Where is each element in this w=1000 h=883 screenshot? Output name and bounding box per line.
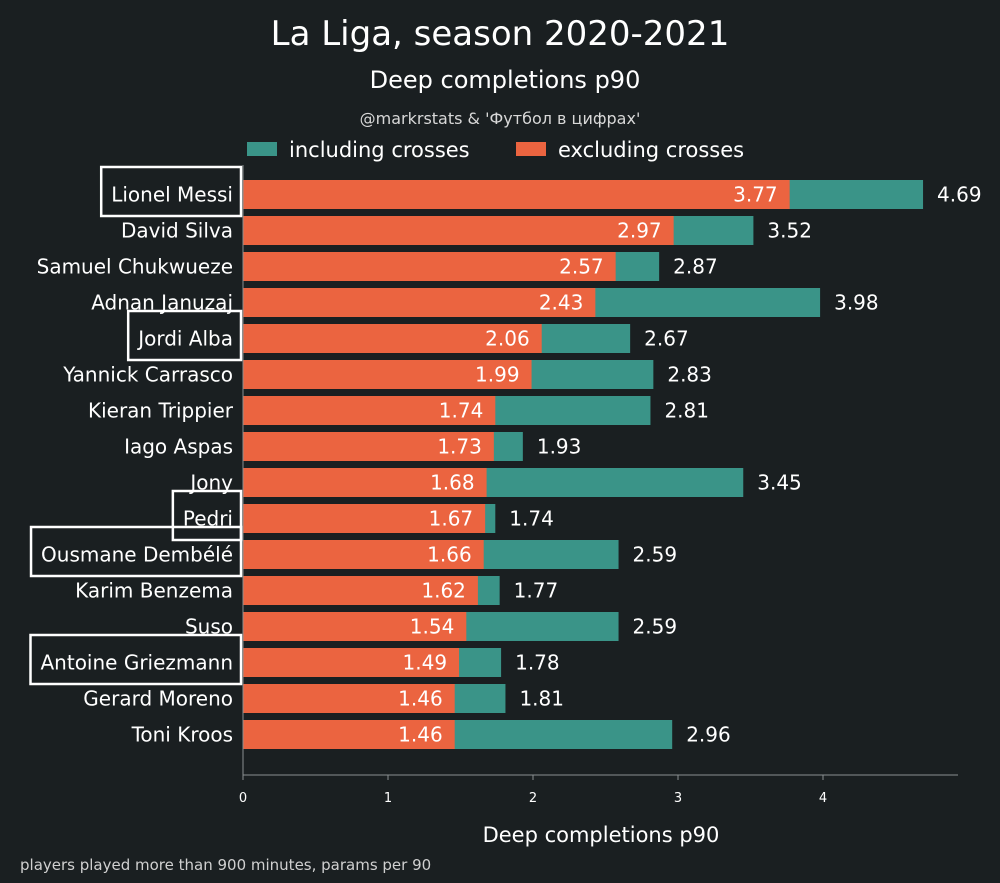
- value-label-including: 1.78: [515, 651, 560, 675]
- value-label-including: 3.98: [834, 291, 879, 315]
- bar-excluding-david-silva: [243, 216, 674, 245]
- legend: including crosses excluding crosses: [247, 138, 744, 162]
- chart-credit: @markrstats & 'Футбол в цифрах': [360, 109, 641, 128]
- bar-excluding-kieran-trippier: [243, 396, 496, 425]
- value-label-including: 1.77: [514, 579, 559, 603]
- bar-excluding-lionel-messi: [243, 180, 790, 209]
- value-label-including: 2.59: [633, 543, 678, 567]
- value-label-including: 1.93: [537, 435, 582, 459]
- bar-excluding-jony: [243, 468, 487, 497]
- chart-subtitle: Deep completions p90: [370, 66, 641, 94]
- bar-excluding-suso: [243, 612, 467, 641]
- legend-label-including: including crosses: [289, 138, 470, 162]
- category-label: David Silva: [121, 219, 233, 243]
- value-label-excluding: 1.67: [429, 507, 474, 531]
- legend-swatch-excluding: [516, 142, 546, 156]
- value-label-including: 1.74: [509, 507, 554, 531]
- legend-swatch-including: [247, 142, 277, 156]
- x-axis-label: Deep completions p90: [483, 823, 720, 847]
- value-label-excluding: 1.62: [421, 579, 466, 603]
- value-label-excluding: 1.46: [398, 723, 443, 747]
- value-label-excluding: 3.77: [733, 183, 778, 207]
- value-label-including: 2.59: [633, 615, 678, 639]
- highlight-box: [126, 309, 243, 362]
- category-label: Karim Benzema: [75, 579, 233, 603]
- value-label-including: 2.96: [686, 723, 731, 747]
- x-tick-label: 3: [674, 791, 682, 806]
- value-label-excluding: 1.66: [427, 543, 472, 567]
- value-label-including: 3.45: [757, 471, 802, 495]
- bar-excluding-jordi-alba: [243, 324, 542, 353]
- x-tick-label: 4: [819, 791, 827, 806]
- value-label-including: 2.83: [667, 363, 712, 387]
- footnote: players played more than 900 minutes, pa…: [20, 856, 431, 874]
- bar-excluding-ousmane-dembele: [243, 540, 484, 569]
- bar-excluding-gerard-moreno: [243, 684, 455, 713]
- category-label: Yannick Carrasco: [62, 363, 233, 387]
- highlight-box: [171, 489, 243, 542]
- category-label: Lionel Messi: [111, 183, 233, 207]
- bar-excluding-pedri: [243, 504, 486, 533]
- highlight-box: [29, 525, 243, 578]
- bar-excluding-adnan-januzaj: [243, 288, 596, 317]
- chart-title: La Liga, season 2020-2021: [271, 14, 730, 54]
- value-label-excluding: 1.73: [437, 435, 482, 459]
- x-tick-label: 0: [239, 791, 247, 806]
- bar-excluding-yannick-carrasco: [243, 360, 532, 389]
- highlight-box: [29, 633, 243, 686]
- value-label-excluding: 1.68: [430, 471, 475, 495]
- bar-excluding-iago-aspas: [243, 432, 494, 461]
- value-label-including: 2.81: [664, 399, 709, 423]
- bar-excluding-karim-benzema: [243, 576, 478, 605]
- category-labels: Lionel Messi David Silva Samuel Chukwueze A…: [29, 165, 243, 747]
- value-label-excluding: 2.57: [559, 255, 604, 279]
- legend-label-excluding: excluding crosses: [558, 138, 744, 162]
- value-label-excluding: 2.97: [617, 219, 662, 243]
- x-tick-label: 2: [529, 791, 537, 806]
- value-label-including: 4.69: [937, 183, 982, 207]
- category-label: Jordi Alba: [136, 327, 233, 351]
- value-label-excluding: 1.74: [439, 399, 484, 423]
- value-label-including: 3.52: [767, 219, 812, 243]
- category-label: Ousmane Dembélé: [41, 543, 233, 567]
- category-label: Toni Kroos: [131, 723, 233, 747]
- value-label-including: 2.87: [673, 255, 718, 279]
- x-axis: 0 1 2 3 4: [239, 165, 958, 806]
- category-label: Antoine Griezmann: [41, 651, 234, 675]
- value-label-excluding: 1.99: [475, 363, 520, 387]
- value-label-excluding: 2.06: [485, 327, 530, 351]
- x-tick-label: 1: [384, 791, 392, 806]
- value-label-including: 1.81: [519, 687, 564, 711]
- bars: 3.77 4.69 2.97 3.52 2.57 2.87 2.43 3.98 2.06 2.67…: [243, 180, 982, 749]
- value-label-excluding: 1.49: [403, 651, 448, 675]
- value-label-excluding: 1.54: [410, 615, 455, 639]
- highlight-box: [99, 165, 243, 218]
- value-label-excluding: 2.43: [539, 291, 584, 315]
- category-label: Samuel Chukwueze: [37, 255, 233, 279]
- value-label-excluding: 1.46: [398, 687, 443, 711]
- category-label: Kieran Trippier: [88, 399, 234, 423]
- value-label-including: 2.67: [644, 327, 689, 351]
- bar-excluding-antoine-griezmann: [243, 648, 460, 677]
- category-label: Gerard Moreno: [83, 687, 233, 711]
- category-label: Iago Aspas: [124, 435, 233, 459]
- bar-excluding-toni-kroos: [243, 720, 455, 749]
- bar-excluding-samuel-chukwueze: [243, 252, 616, 281]
